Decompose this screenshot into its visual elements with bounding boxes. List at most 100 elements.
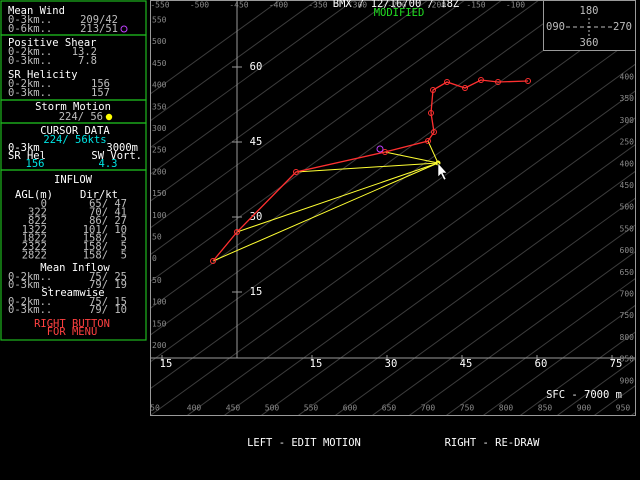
- bottom-scale-label: 950: [616, 404, 631, 413]
- agl: 0: [41, 198, 47, 210]
- bottom-scale-label: 800: [499, 404, 514, 413]
- diagonal-line: [151, 1, 391, 175]
- left-scale-label: 400: [152, 81, 167, 90]
- left-scale-label: 200: [152, 341, 167, 350]
- diagonal-line: [372, 223, 636, 415]
- bottom-scale-label: 50: [150, 404, 160, 413]
- diagonal-line: [151, 1, 613, 336]
- depth-label: SFC - 7000 m: [546, 389, 622, 401]
- row-value: 157: [91, 87, 110, 99]
- row-label: 0-3km..: [8, 55, 52, 67]
- column-header: AGL(m): [15, 189, 53, 201]
- dir-kt: 101/ 10: [83, 224, 127, 236]
- cursor-wind: 224/ 56kts: [43, 134, 106, 146]
- dir-kt: 65/ 47: [89, 198, 127, 210]
- cursor-layer: 0-3km: [8, 142, 40, 154]
- right-scale-label: 800: [620, 333, 635, 342]
- left-scale-label: 450: [152, 59, 167, 68]
- x-tick-label: 30: [385, 358, 398, 370]
- row-value: 79/ 10: [89, 304, 127, 316]
- right-scale-label: 750: [620, 311, 635, 320]
- agl: 822: [28, 215, 47, 227]
- row-value: 79/ 19: [89, 279, 127, 291]
- row-value: 209/42: [80, 14, 118, 26]
- hodograph-point: [430, 87, 436, 93]
- hodograph-point: [234, 229, 240, 235]
- y-tick-label: 60: [250, 61, 263, 73]
- right-scale-label: 600: [620, 246, 635, 255]
- x-tick-label: 15: [160, 358, 173, 370]
- top-scale-label: -250: [387, 1, 406, 10]
- hodograph-point: [382, 149, 388, 155]
- top-scale-label: -200: [427, 1, 446, 10]
- dir-kt: 158/ 5: [83, 241, 127, 253]
- compass-box: [543, 0, 636, 51]
- y-tick-label: 45: [250, 136, 263, 148]
- row-label: 0-3km..: [8, 87, 52, 99]
- row-value: 75/ 25: [89, 271, 127, 283]
- hodograph-point: [525, 78, 531, 84]
- left-scale-label: 0: [152, 254, 157, 263]
- diagonal-line: [151, 1, 280, 95]
- diagonal-line: [151, 9, 636, 362]
- mean-wind-marker: [376, 145, 384, 153]
- bottom-scale-label: 400: [187, 404, 202, 413]
- inflow-table: 0 65/ 47 322 70/ 41 822 86/ 27 1322 101/ 10 1822…: [22, 198, 127, 262]
- agl: 2322: [22, 241, 47, 253]
- top-scale-label: -450: [229, 1, 248, 10]
- right-scale-label: 500: [620, 203, 635, 212]
- left-scale-label: 250: [152, 146, 167, 155]
- x-tick-label: 45: [460, 358, 473, 370]
- sw-vort-value: 4.3: [99, 158, 118, 170]
- column-header: Dir/kt: [80, 189, 118, 201]
- left-scale-label: 300: [152, 124, 167, 133]
- mean-wind-icon: [120, 25, 128, 33]
- dir-kt: 158/ 5: [83, 250, 127, 262]
- panel: [0, 169, 147, 341]
- left-scale-label: 550: [152, 16, 167, 25]
- top-scale-label: -150: [466, 1, 485, 10]
- row-value: 13.2: [72, 46, 97, 58]
- diagonal-line: [446, 277, 636, 415]
- storm-relative-line: [384, 151, 439, 164]
- right-scale-label: 250: [620, 138, 635, 147]
- bottom-scale-label: 450: [226, 404, 241, 413]
- sidebar: Mean Wind 0-3km.. 209/42 0-6km.. 213/51 …: [0, 0, 147, 341]
- top-scale-label: -400: [269, 1, 288, 10]
- row-label: 0-3km..: [8, 14, 52, 26]
- top-scale-label: -350: [308, 1, 327, 10]
- row-value: 7.8: [78, 55, 97, 67]
- section-title: INFLOW: [54, 174, 93, 186]
- status: MODIFIED: [374, 7, 425, 19]
- bottom-scale-label: 500: [265, 404, 280, 413]
- sw-vort-label: SW Vort.: [91, 150, 142, 162]
- footer-left: LEFT - EDIT MOTION: [247, 437, 361, 449]
- hodograph-point: [293, 169, 299, 175]
- left-scale-label: 350: [152, 102, 167, 111]
- chart-title: BMX / 12/16/00 / 18Z: [333, 0, 459, 10]
- storm-motion-icon: [105, 113, 113, 121]
- agl: 322: [28, 207, 47, 219]
- left-scale-label: 50: [152, 233, 162, 242]
- diagonal-line: [151, 63, 636, 415]
- left-scale-label: 150: [152, 189, 167, 198]
- storm-relative-line: [295, 162, 439, 173]
- hodograph-point: [462, 85, 468, 91]
- bottom-scale-label: 650: [382, 404, 397, 413]
- right-scale-label: 350: [620, 94, 635, 103]
- hodograph-point: [495, 79, 501, 85]
- menu-hint: RIGHT BUTTON: [34, 318, 110, 330]
- sr-hel-value: 156: [26, 158, 45, 170]
- diagonal-line: [483, 304, 636, 415]
- section-title: SR Helicity: [8, 69, 78, 81]
- left-scale-label: 100: [152, 211, 167, 220]
- compass-bottom: 360: [580, 37, 599, 49]
- hodograph-point: [431, 129, 437, 135]
- diagonal-line: [151, 1, 354, 148]
- storm-motion-value: 224/ 56: [59, 111, 103, 123]
- row-value: 75/ 15: [89, 296, 127, 308]
- compass-top: 180: [580, 5, 599, 17]
- right-scale-label: 450: [620, 181, 635, 190]
- hodograph-point: [425, 138, 431, 144]
